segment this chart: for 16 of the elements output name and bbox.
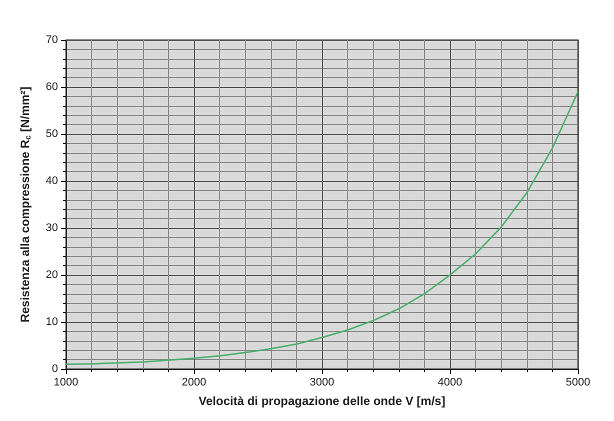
x-axis-title: Velocità di propagazione delle onde V [m/s] [198, 394, 446, 408]
x-tick-label: 1000 [54, 376, 78, 388]
x-tick-label: 2000 [182, 376, 206, 388]
y-tick-label: 70 [46, 34, 58, 46]
line-series [65, 90, 579, 366]
y-tick-label: 50 [46, 128, 58, 140]
y-axis-title: Resistenza alla compressione Rc [N/mm²] [18, 86, 32, 322]
x-tick-label: 3000 [310, 376, 334, 388]
y-tick-label: 60 [46, 81, 58, 93]
y-tick-label: 20 [46, 269, 58, 281]
x-tick-label: 4000 [438, 376, 462, 388]
y-tick-label: 40 [46, 175, 58, 187]
x-tick-label: 5000 [566, 376, 590, 388]
y-tick-label: 30 [46, 222, 58, 234]
y-tick-label: 0 [52, 363, 58, 375]
y-tick-label: 10 [46, 316, 58, 328]
